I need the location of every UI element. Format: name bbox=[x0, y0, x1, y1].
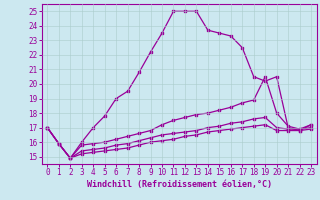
X-axis label: Windchill (Refroidissement éolien,°C): Windchill (Refroidissement éolien,°C) bbox=[87, 180, 272, 189]
